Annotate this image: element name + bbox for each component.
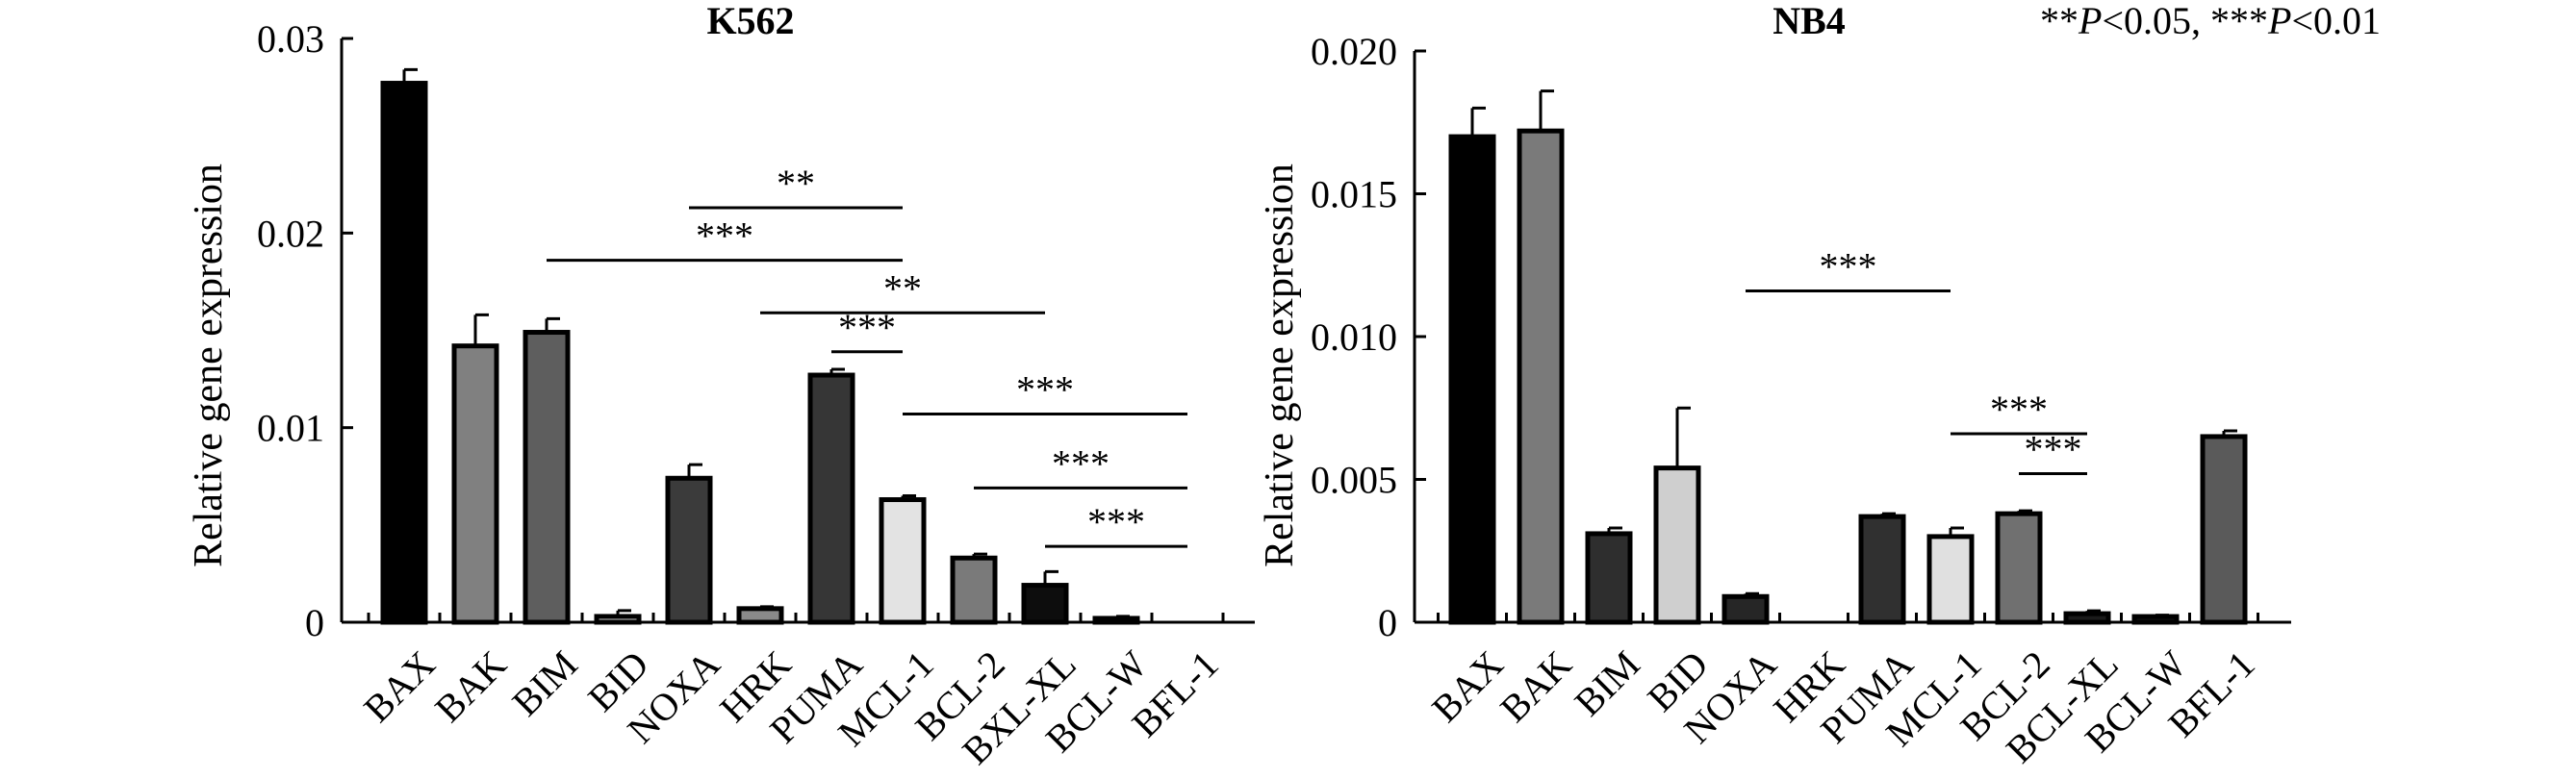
y-tick-label: 0.02 xyxy=(257,212,324,255)
significance-label: *** xyxy=(838,306,896,349)
error-bar xyxy=(473,313,489,346)
sig-note-suffix-2: <0.01 xyxy=(2291,0,2381,42)
sig-note-p-1: P xyxy=(2078,0,2102,42)
bar-puma xyxy=(1858,514,1906,625)
y-tick-label: 0.010 xyxy=(1311,315,1397,359)
significance-label: *** xyxy=(696,214,753,258)
bar-bak xyxy=(451,343,499,625)
error-bar xyxy=(2085,609,2101,615)
y-tick-label: 0.005 xyxy=(1311,459,1397,502)
error-bar xyxy=(2222,429,2237,437)
sig-note-p-2: P xyxy=(2267,0,2291,42)
y-tick-label: 0.03 xyxy=(257,17,324,61)
y-tick-label: 0.01 xyxy=(257,407,324,450)
sig-note-prefix-1: ** xyxy=(2040,0,2079,42)
error-bar xyxy=(1744,591,1759,597)
error-bar xyxy=(758,605,774,609)
x-tick-label: BAX xyxy=(1423,642,1512,731)
significance-note: **P<0.05, ***P<0.01 xyxy=(2040,0,2381,42)
bar-bax xyxy=(1448,134,1496,625)
bar-bcl-w xyxy=(1092,616,1140,625)
sig-note-prefix-2: *** xyxy=(2210,0,2268,42)
error-bar xyxy=(972,552,987,559)
significance-label: *** xyxy=(1016,368,1074,412)
bar-bxl-xl xyxy=(1021,583,1069,625)
error-bar xyxy=(1114,615,1130,618)
error-bar xyxy=(829,367,845,376)
y-tick-label: 0 xyxy=(305,601,324,644)
significance-label: *** xyxy=(1990,388,2048,431)
error-bar xyxy=(616,609,631,616)
bar-bim xyxy=(1585,531,1633,625)
chart-title: K562 xyxy=(706,0,794,42)
x-tick-label: BAK xyxy=(426,642,515,731)
chart-k562: K562 Relative gene expression **********… xyxy=(187,0,1255,772)
error-bar xyxy=(1607,526,1622,534)
x-tick-label: BAK xyxy=(1492,642,1580,731)
error-bar xyxy=(1043,569,1058,586)
x-tick-label: BIM xyxy=(1566,642,1647,724)
y-tick-label: 0 xyxy=(1378,601,1397,644)
sig-note-suffix-1: <0.05, xyxy=(2102,0,2210,42)
bar-bid xyxy=(594,614,642,625)
bar-bak xyxy=(1517,128,1565,625)
error-bar xyxy=(1880,512,1896,517)
error-bar xyxy=(545,316,560,333)
significance-label: *** xyxy=(2025,428,2082,471)
bar-bax xyxy=(380,81,428,625)
y-tick-label: 0.020 xyxy=(1311,30,1397,73)
bar-noxa xyxy=(1722,593,1770,625)
significance-label: ** xyxy=(777,162,815,205)
y-tick-label: 0.015 xyxy=(1311,173,1397,216)
bar-noxa xyxy=(665,475,713,625)
y-axis-label: Relative gene expression xyxy=(187,163,231,567)
error-bar xyxy=(901,493,916,500)
bar-puma xyxy=(807,372,855,625)
significance-label: ** xyxy=(883,266,922,310)
error-bar xyxy=(1949,526,1964,537)
bar-mcl-1 xyxy=(1926,534,1975,625)
x-tick-label: BAX xyxy=(355,642,444,731)
significance-label: *** xyxy=(1087,500,1145,543)
bar-bim xyxy=(523,330,571,625)
chart-nb4: NB4 Relative gene expression ********* 0… xyxy=(1258,0,2291,771)
bar-hrk xyxy=(736,606,784,625)
bar-bcl-2 xyxy=(1995,511,2043,625)
error-bar xyxy=(1675,406,1691,468)
bar-bcl-w xyxy=(2131,614,2180,625)
error-bar xyxy=(1470,106,1486,138)
bar-bfl-1 xyxy=(2200,434,2248,625)
significance-label: *** xyxy=(1820,244,1877,288)
error-bar xyxy=(1539,89,1554,132)
error-bar xyxy=(687,463,702,479)
x-tick-label: BIM xyxy=(503,642,585,724)
bar-bid xyxy=(1653,465,1701,625)
y-axis-label: Relative gene expression xyxy=(1258,163,1302,567)
bar-mcl-1 xyxy=(879,497,927,625)
significance-label: *** xyxy=(1052,441,1109,485)
error-bar xyxy=(402,67,418,84)
chart-title: NB4 xyxy=(1773,0,1846,42)
error-bar xyxy=(2017,509,2032,515)
bar-bcl-xl xyxy=(2063,611,2111,625)
bar-bcl-2 xyxy=(950,555,998,625)
